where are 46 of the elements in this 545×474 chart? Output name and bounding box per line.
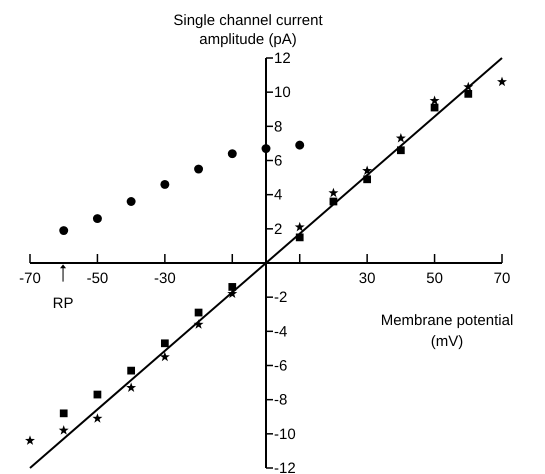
x-tick-label: -70 [19,270,41,287]
x-tick-label: 70 [494,270,510,287]
point [396,133,406,143]
point [58,425,69,435]
y-tick-label: 4 [274,186,282,204]
y-tick-label: 8 [274,118,282,136]
point [160,352,170,362]
y-axis-title: Single channel current amplitude (pA) [173,12,324,48]
x-tick-label: 30 [358,270,376,287]
x-axis-title: Membrane potential (mV) [380,312,514,350]
point [60,409,68,418]
point [497,76,507,86]
y-tick-label: -2 [274,289,288,306]
point [126,382,136,392]
y-tick-label: 6 [274,152,282,170]
point [328,188,338,198]
y-tick-label: -6 [274,358,288,374]
point [294,222,305,232]
point [59,226,68,236]
y-tick-label: 2 [274,220,282,238]
point [194,164,204,174]
point [295,140,304,150]
annotation: RP [52,295,74,312]
point [228,149,237,158]
x-tick-label: 50 [426,270,443,287]
point [92,214,102,224]
point [362,166,372,175]
point [94,390,102,398]
y-tick-label: 10 [274,84,291,102]
point [430,95,440,105]
point [126,197,136,206]
y-tick-label: -4 [274,323,288,340]
point [430,104,438,112]
point [262,144,270,154]
y-tick-label: 12 [274,50,291,67]
point [127,366,136,374]
y-tick-label: -8 [274,392,288,409]
y-tick-label: -12 [274,460,296,474]
x-tick-label: -30 [154,270,176,287]
point [160,339,169,348]
point [194,308,202,316]
point [25,435,35,445]
point [92,413,102,423]
point [160,180,170,189]
x-tick-label: -50 [86,270,108,287]
y-tick-label: -10 [274,426,296,443]
